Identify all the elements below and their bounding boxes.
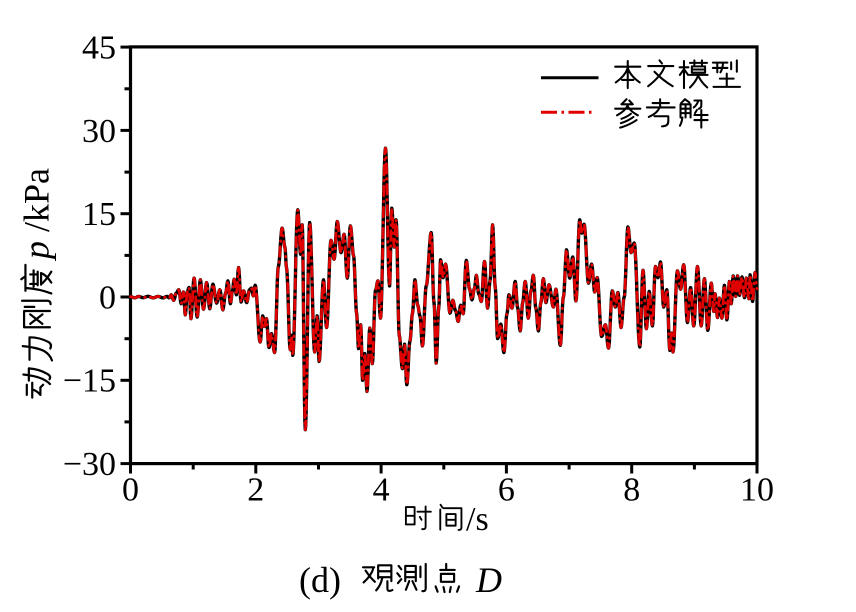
svg-text:(d): (d) [299, 560, 341, 600]
svg-text:−30: −30 [63, 446, 116, 483]
svg-text:2: 2 [247, 472, 264, 509]
svg-text:0: 0 [122, 472, 139, 509]
svg-text:6: 6 [498, 472, 515, 509]
svg-text:8: 8 [623, 472, 640, 509]
svg-text:4: 4 [373, 472, 390, 509]
svg-text:45: 45 [82, 30, 116, 67]
svg-text:15: 15 [82, 196, 116, 233]
svg-text:p /kPa: p /kPa [17, 168, 57, 262]
svg-text:0: 0 [99, 279, 116, 316]
svg-text:30: 30 [82, 113, 116, 150]
svg-text:−15: −15 [63, 363, 116, 400]
svg-text:/s: /s [466, 501, 489, 538]
svg-text:D: D [475, 560, 502, 600]
svg-text:10: 10 [740, 472, 774, 509]
